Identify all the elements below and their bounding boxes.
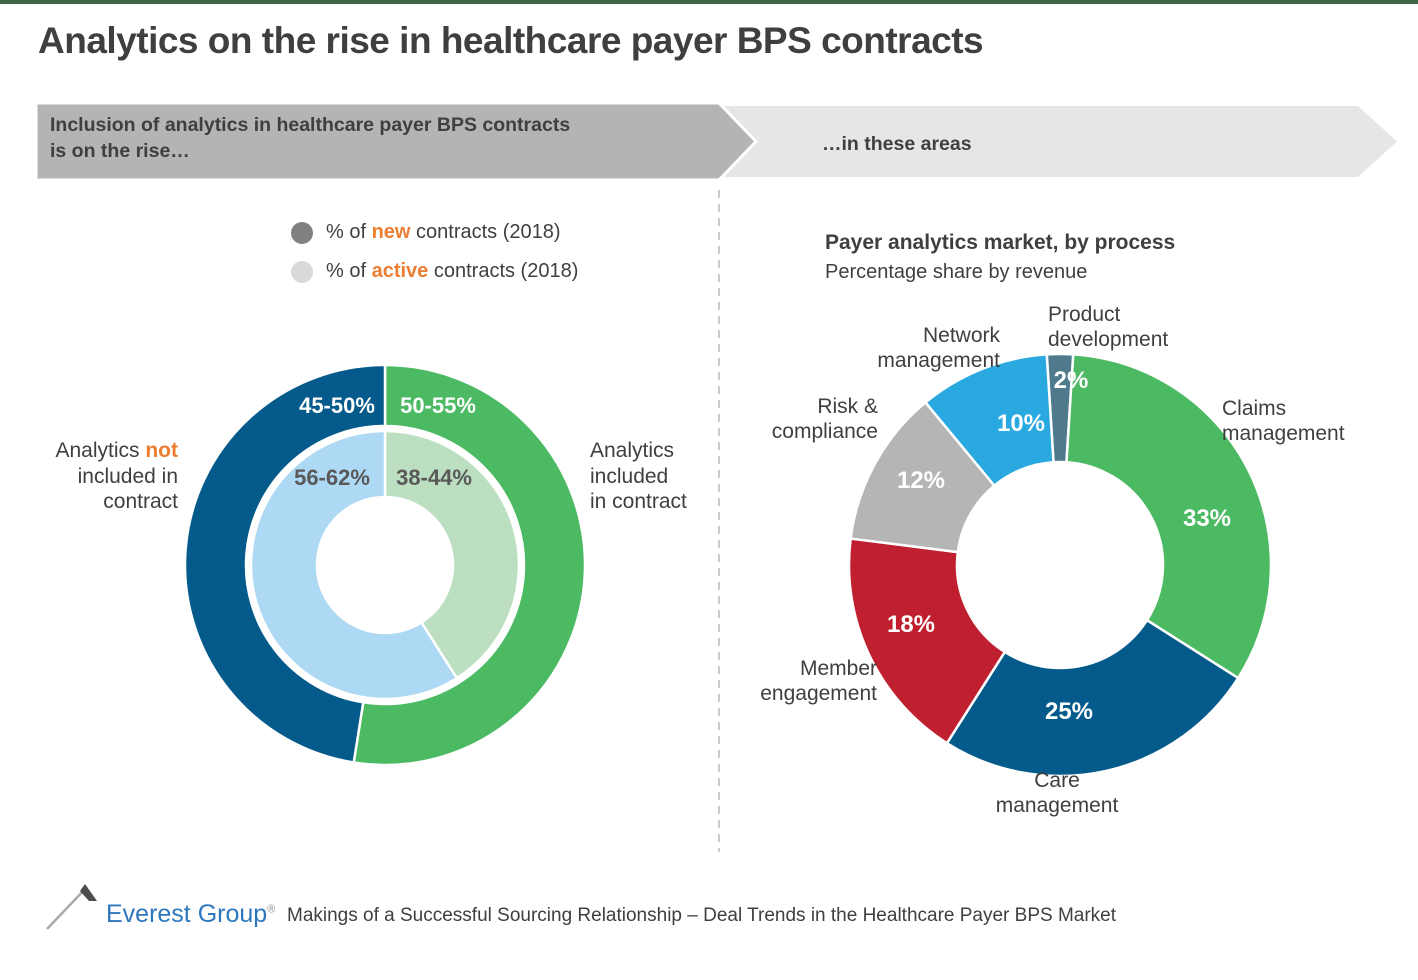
value-care-management: 25% [1044,698,1094,725]
value-new-not-included: 45-50% [299,393,375,418]
slice-member-engagement [847,537,1007,745]
right-chart-subtitle: Percentage share by revenue [825,261,1088,283]
value-active-not-included: 56-62% [294,465,370,490]
label-member-engagement: Member engagement [760,657,877,705]
legend-row-new: % of new contracts (2018) [291,221,578,244]
divider-dashed [718,190,720,852]
process-donut-chart [847,352,1273,778]
footer-caption: Makings of a Successful Sourcing Relatio… [287,905,1117,926]
value-product-development: 2% [1053,367,1089,394]
value-member-engagement: 18% [886,611,936,638]
header-banner-arrows [34,101,1397,182]
slice-analytics-not-included-in-contract [249,429,459,701]
value-claims-management: 33% [1182,505,1232,532]
label-care-management: Care management [995,769,1119,817]
slice-analytics-not-included-in-contract [183,363,387,764]
everest-group-logo [46,884,97,930]
label-analytics-not-included: Analytics not included in contract [55,439,178,513]
brand-name: Everest Group® [106,900,276,928]
slice-care-management [945,618,1240,778]
registered-mark: ® [267,903,276,916]
value-network-management: 10% [996,410,1046,437]
value-active-included: 38-44% [396,465,472,490]
mountain-peak-icon [80,884,97,901]
slice-network-management [924,353,1055,487]
slice-analytics-included-in-contract [383,429,521,680]
top-accent-bar [0,0,1418,4]
inclusion-donut-chart [183,363,587,767]
legend-dot-new-icon [291,221,313,244]
legend-label-active: % of active contracts (2018) [326,260,579,282]
banner-left-arrow-shape [34,101,759,182]
label-analytics-included: Analytics included in contract [590,439,687,513]
mountain-left-slope-icon [46,886,88,930]
banner-left-label: Inclusion of analytics in healthcare pay… [50,112,570,164]
legend-dot-active-icon [291,260,313,283]
label-risk-compliance: Risk & compliance [771,395,878,443]
value-new-included: 50-55% [400,393,476,418]
slice-analytics-included-in-contract [352,363,587,767]
label-product-development: Product development [1048,303,1169,351]
banner-right-arrow-shape [693,106,1397,177]
legend: % of new contracts (2018) % of active co… [291,221,578,283]
banner-left-line2: is on the rise… [50,140,190,162]
banner-left-line1: Inclusion of analytics in healthcare pay… [50,114,571,136]
banner-right-label: …in these areas [822,133,972,155]
label-network-management: Network management [877,324,1000,372]
slice-claims-management [1065,353,1273,680]
page-title: Analytics on the rise in healthcare paye… [38,20,984,61]
right-chart-title: Payer analytics market, by process [825,231,1176,254]
legend-label-new: % of new contracts (2018) [326,221,561,243]
legend-row-active: % of active contracts (2018) [291,260,578,283]
label-claims-management: Claims management [1222,397,1345,445]
value-risk-compliance: 12% [896,467,946,494]
